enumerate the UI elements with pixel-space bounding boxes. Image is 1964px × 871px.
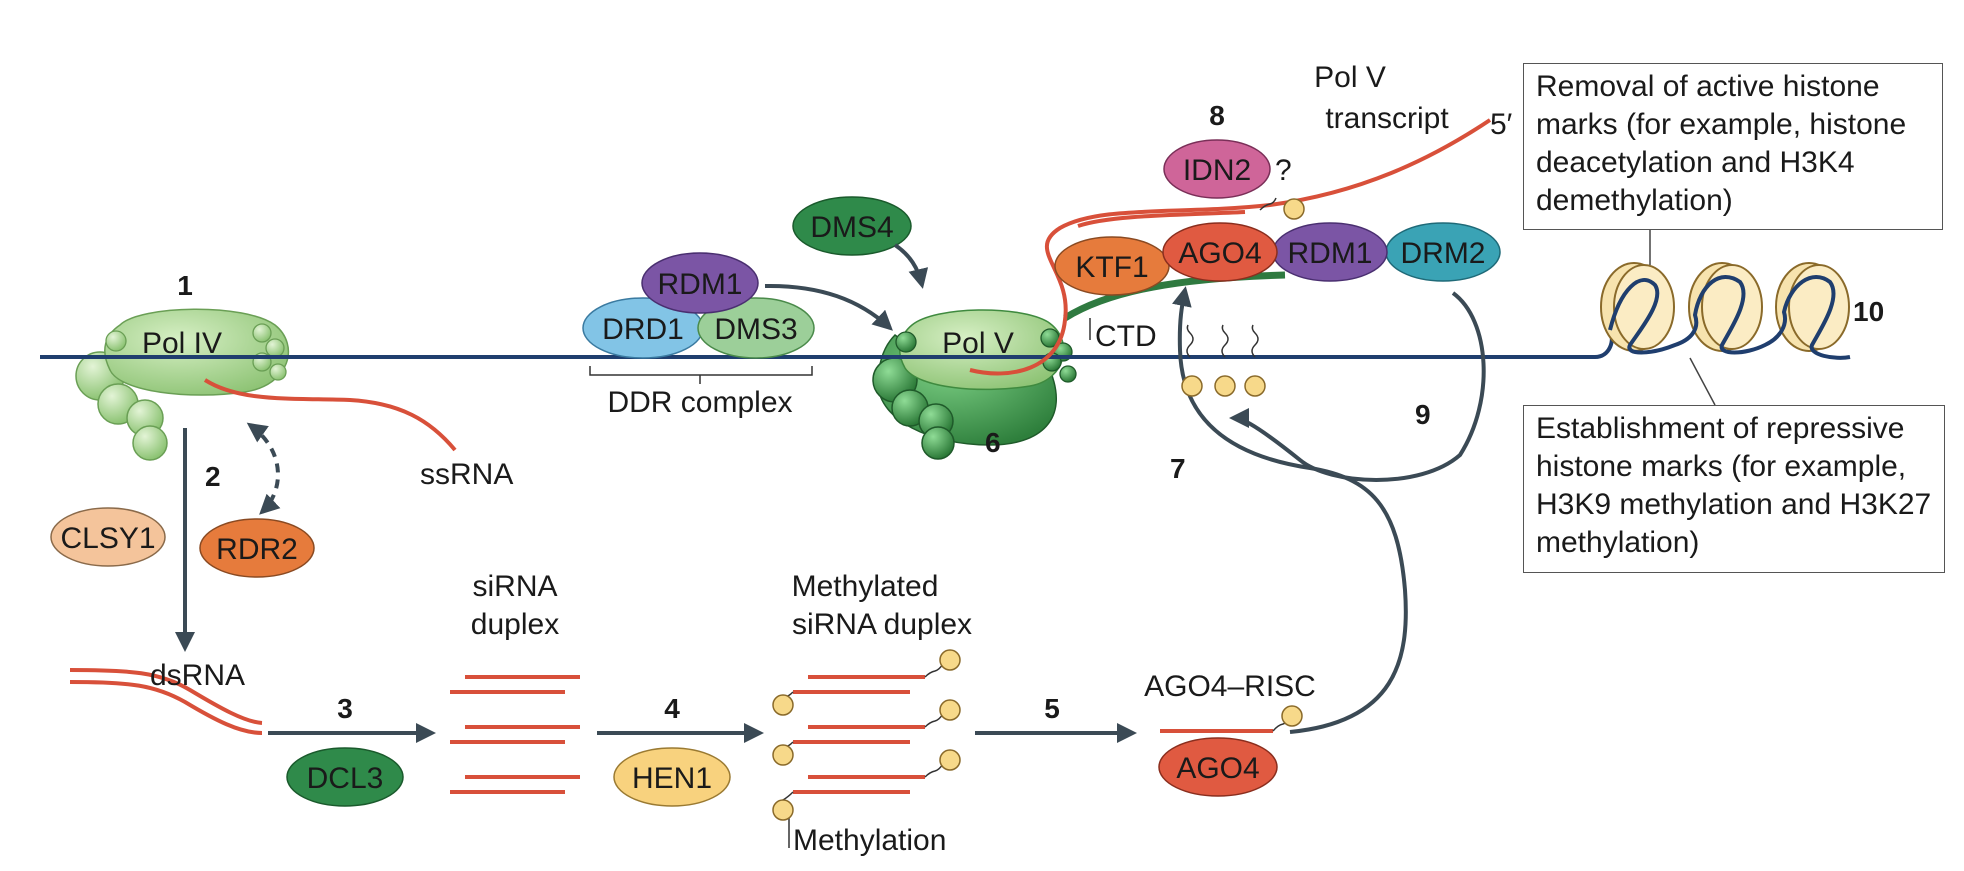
five-prime-label: 5′ bbox=[1490, 108, 1513, 141]
polv-transcript-label-2: transcript bbox=[1325, 102, 1449, 135]
ago4-complex-label: AGO4 bbox=[1178, 237, 1261, 270]
dcl3-label: DCL3 bbox=[307, 762, 384, 795]
ctd-label: CTD bbox=[1095, 320, 1157, 353]
dcl3: DCL3 bbox=[286, 747, 404, 807]
ktf1: KTF1 bbox=[1054, 236, 1170, 296]
step-9: 9 bbox=[1415, 399, 1431, 430]
step-6: 6 bbox=[985, 427, 1001, 458]
idn2-label: IDN2 bbox=[1183, 154, 1251, 187]
pol-iv-label: Pol IV bbox=[142, 327, 222, 360]
clsy1: CLSY1 bbox=[50, 507, 166, 567]
drd1-label: DRD1 bbox=[602, 313, 684, 346]
dsrna-label: dsRNA bbox=[150, 659, 245, 692]
rdr2: RDR2 bbox=[199, 518, 315, 578]
methylated-sirna-duplexes bbox=[772, 649, 961, 848]
ddr-complex-label: DDR complex bbox=[607, 386, 792, 419]
rdm1-ddr-label: RDM1 bbox=[657, 268, 742, 301]
ago4-risc-protein-label: AGO4 bbox=[1176, 752, 1259, 785]
sirna-duplex-label-1: siRNA bbox=[472, 570, 557, 603]
idn2: IDN2 bbox=[1163, 139, 1271, 199]
pol-iv: Pol IV bbox=[75, 308, 290, 461]
idn2-question-mark: ? bbox=[1275, 154, 1292, 187]
step-8: 8 bbox=[1209, 100, 1225, 131]
ago4-complex: AGO4 bbox=[1162, 222, 1278, 282]
polv-transcript-label-1: Pol V bbox=[1314, 61, 1386, 94]
pol-v-transcript bbox=[969, 118, 1492, 376]
establishment-callout-line bbox=[1689, 357, 1716, 406]
establishment-box-text: Establishment of repressive histone mark… bbox=[1536, 412, 1932, 559]
ssrna-strand bbox=[203, 378, 457, 452]
ddr-complex: DRD1 DMS3 RDM1 bbox=[582, 252, 815, 359]
arrow-dms4-to-polv bbox=[893, 243, 929, 289]
dms3-label: DMS3 bbox=[714, 313, 797, 346]
step-4: 4 bbox=[664, 693, 680, 724]
methylated-duplex-label-2: siRNA duplex bbox=[792, 608, 972, 641]
arrow-ddr-to-polv bbox=[764, 283, 893, 331]
step-2: 2 bbox=[205, 461, 221, 492]
dms4-label: DMS4 bbox=[810, 211, 893, 244]
ago4-risc-label: AGO4–RISC bbox=[1144, 670, 1316, 703]
methylation-label: Methylation bbox=[793, 824, 946, 857]
rdm1-complex: RDM1 bbox=[1272, 222, 1388, 282]
pol-v: Pol V bbox=[872, 309, 1077, 460]
ago4-risc: AGO4 bbox=[1158, 737, 1278, 797]
sirna-duplex-label-2: duplex bbox=[471, 608, 559, 641]
step-7: 7 bbox=[1170, 453, 1186, 484]
drm2-label: DRM2 bbox=[1400, 237, 1485, 270]
ddr-bracket bbox=[589, 366, 813, 384]
establishment-histone-marks-box: Establishment of repressive histone mark… bbox=[1523, 405, 1945, 573]
rdr2-dashed-arrow bbox=[246, 422, 281, 515]
pol-v-label: Pol V bbox=[942, 327, 1014, 360]
paired-sirna bbox=[1077, 210, 1246, 228]
step-3: 3 bbox=[337, 693, 353, 724]
arrow-step-9 bbox=[1229, 291, 1486, 482]
nucleosomes bbox=[1594, 262, 1851, 360]
sirna-duplexes bbox=[450, 675, 580, 794]
dms4: DMS4 bbox=[792, 196, 912, 256]
clsy1-label: CLSY1 bbox=[60, 522, 155, 555]
rdm1-complex-label: RDM1 bbox=[1287, 237, 1372, 270]
ktf1-label: KTF1 bbox=[1075, 251, 1148, 284]
hen1: HEN1 bbox=[613, 747, 731, 807]
dsrna bbox=[69, 668, 263, 735]
removal-histone-marks-box: Removal of active histone marks (for exa… bbox=[1523, 63, 1943, 230]
removal-box-text: Removal of active histone marks (for exa… bbox=[1536, 70, 1907, 217]
rdr2-label: RDR2 bbox=[216, 533, 298, 566]
dna-methyl-groups bbox=[1181, 324, 1266, 397]
step-5: 5 bbox=[1044, 693, 1060, 724]
methylated-duplex-label-1: Methylated bbox=[792, 570, 939, 603]
step-1: 1 bbox=[177, 270, 193, 301]
ssrna-label: ssRNA bbox=[420, 458, 513, 491]
step-10: 10 bbox=[1853, 296, 1884, 327]
drm2: DRM2 bbox=[1385, 222, 1501, 282]
hen1-label: HEN1 bbox=[632, 762, 712, 795]
